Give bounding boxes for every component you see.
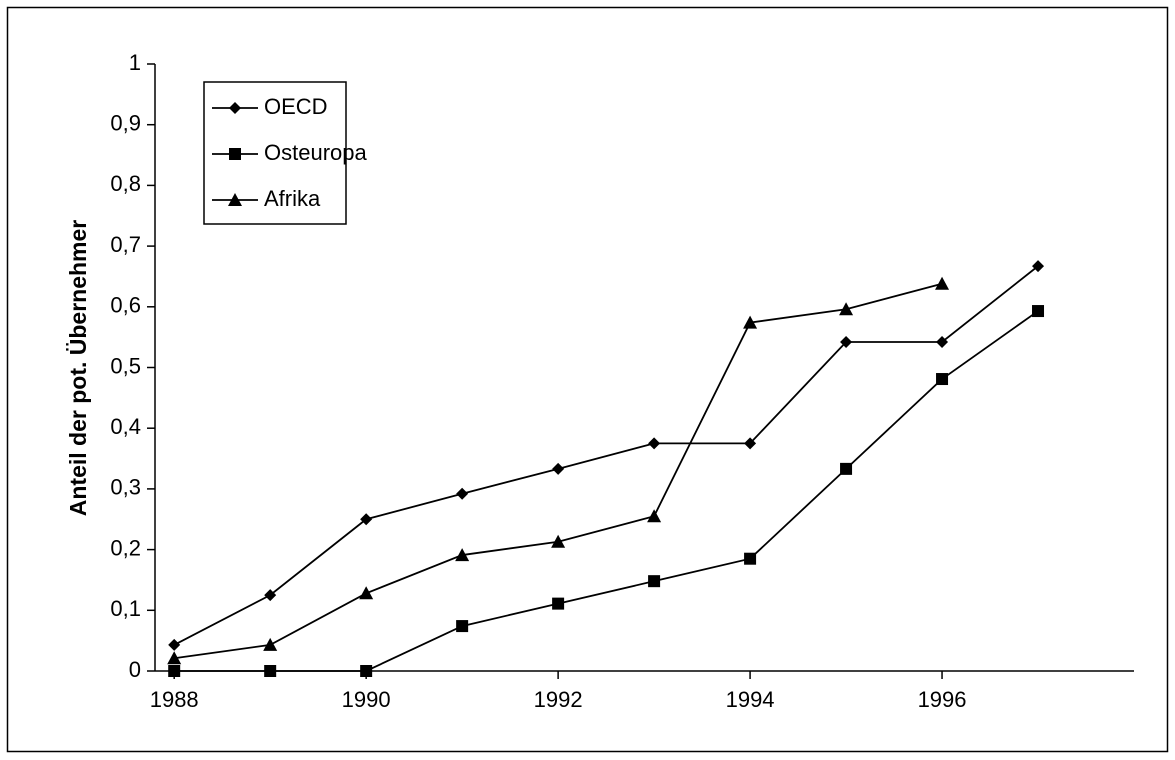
y-tick-label: 0,5 <box>110 353 141 378</box>
marker <box>648 575 661 588</box>
marker <box>229 148 241 160</box>
marker <box>167 651 182 665</box>
marker <box>840 462 853 475</box>
series-line <box>173 265 1039 646</box>
marker <box>839 302 854 316</box>
y-axis-label: Anteil der pot. Übernehmer <box>65 220 91 517</box>
legend-label: Afrika <box>264 186 321 211</box>
marker <box>1032 305 1045 318</box>
y-tick-label: 0 <box>129 657 141 682</box>
x-tick-label: 1988 <box>150 687 199 712</box>
marker <box>168 665 181 677</box>
marker <box>263 637 278 651</box>
legend-label: Osteuropa <box>264 140 367 165</box>
marker <box>647 509 662 523</box>
marker <box>360 513 373 526</box>
marker <box>552 462 565 475</box>
marker <box>552 597 565 610</box>
marker <box>551 534 566 548</box>
marker <box>1032 260 1045 273</box>
marker <box>264 665 277 677</box>
marker <box>744 437 757 450</box>
y-tick-label: 0,7 <box>110 232 141 257</box>
y-tick-label: 0,6 <box>110 293 141 318</box>
x-tick-label: 1990 <box>342 687 391 712</box>
marker <box>456 487 469 500</box>
legend-label: OECD <box>264 94 328 119</box>
y-tick-label: 0,1 <box>110 596 141 621</box>
marker <box>228 193 242 206</box>
series-line <box>174 310 1039 672</box>
marker <box>455 548 470 562</box>
marker <box>264 589 277 602</box>
marker <box>648 437 661 450</box>
y-tick-label: 0,9 <box>110 111 141 136</box>
marker <box>359 586 374 600</box>
marker <box>840 336 853 349</box>
y-tick-label: 0,3 <box>110 475 141 500</box>
y-tick-label: 0,4 <box>110 414 141 439</box>
y-tick-label: 0,2 <box>110 535 141 560</box>
x-tick-label: 1992 <box>534 687 583 712</box>
marker <box>935 276 950 290</box>
marker <box>456 620 469 633</box>
marker <box>743 315 758 329</box>
marker <box>229 102 241 114</box>
marker <box>360 665 373 677</box>
marker <box>168 638 181 651</box>
chart-border <box>6 6 1169 753</box>
marker <box>936 336 949 349</box>
y-tick-label: 0,8 <box>110 171 141 196</box>
y-tick-label: 1 <box>129 50 141 75</box>
marker <box>744 552 757 565</box>
x-tick-label: 1994 <box>726 687 775 712</box>
x-tick-label: 1996 <box>918 687 967 712</box>
marker <box>936 373 949 386</box>
